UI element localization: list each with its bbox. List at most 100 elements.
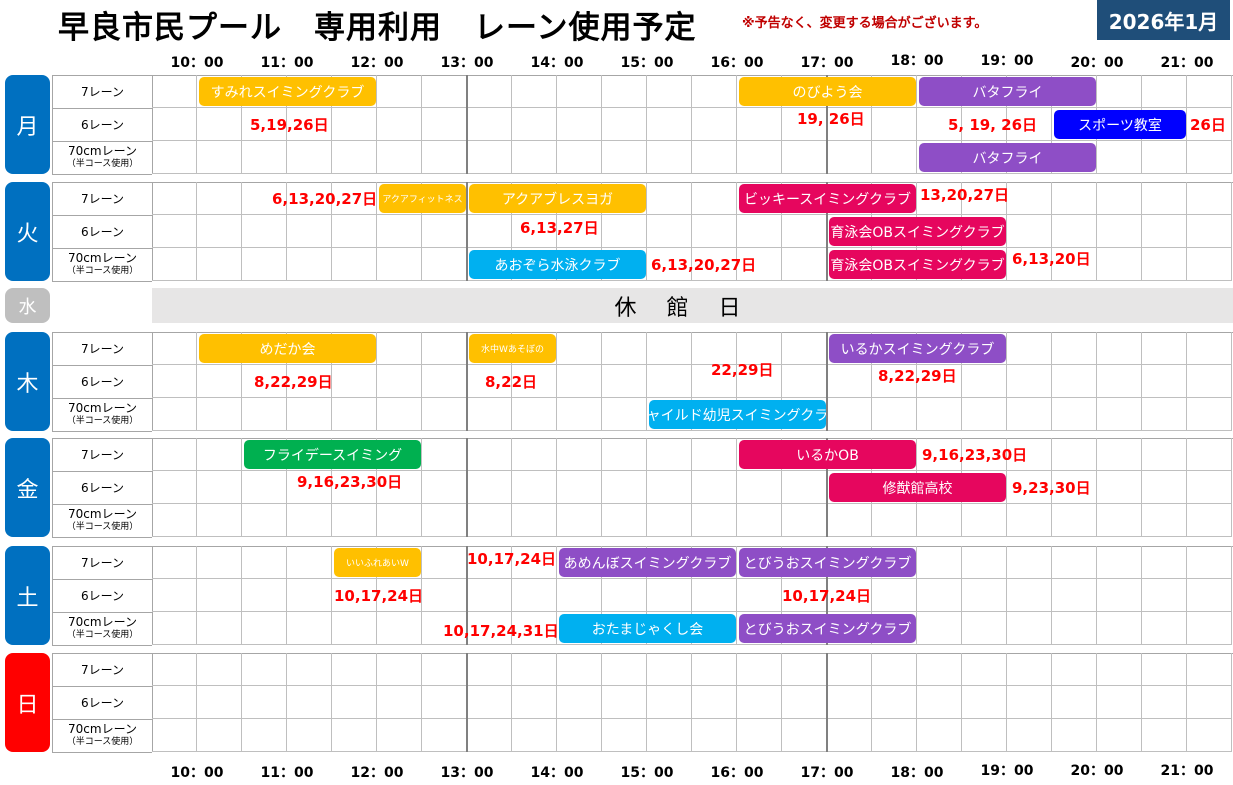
grid-cell <box>152 75 197 108</box>
booking-block[interactable]: いいふれあいW <box>334 548 421 577</box>
grid-cell <box>782 215 827 248</box>
grid-cell <box>917 504 962 537</box>
grid-cell <box>377 686 422 719</box>
booking-block[interactable]: スポーツ教室 <box>1054 110 1186 139</box>
lane-label: 7レーン <box>52 332 152 366</box>
grid-cell <box>1007 504 1052 537</box>
grid-cell <box>872 365 917 398</box>
booking-block[interactable]: チャイルド幼児スイミングクラブ <box>649 400 826 429</box>
grid-cell <box>1187 438 1232 471</box>
lane-name: 70cmレーン <box>68 507 137 521</box>
grid-cell <box>287 182 332 215</box>
booking-block[interactable]: いるかOB <box>739 440 916 469</box>
grid-cell <box>467 653 512 686</box>
booking-block[interactable]: 修猷館高校 <box>829 473 1006 502</box>
grid-cell <box>377 579 422 612</box>
lane-name: 6レーン <box>80 480 125 495</box>
grid-cell <box>242 365 287 398</box>
booking-block[interactable]: とびうおスイミングクラブ <box>739 548 916 577</box>
grid-cell <box>242 248 287 281</box>
grid-cell <box>1007 182 1052 215</box>
grid-cell <box>557 108 602 141</box>
booking-block[interactable]: あおぞら水泳クラブ <box>469 250 646 279</box>
grid-cell <box>287 546 332 579</box>
grid-cell <box>152 182 197 215</box>
grid-cell <box>1187 612 1232 645</box>
grid-cell <box>242 141 287 174</box>
grid-cell <box>287 365 332 398</box>
grid-cell <box>557 141 602 174</box>
grid-cell <box>377 75 422 108</box>
booking-block[interactable]: おたまじゃくし会 <box>559 614 736 643</box>
grid-cell <box>782 471 827 504</box>
grid-cell <box>467 471 512 504</box>
grid-cell <box>152 686 197 719</box>
grid-cell <box>827 579 872 612</box>
grid-cell <box>782 141 827 174</box>
grid-cell <box>917 653 962 686</box>
grid-cell <box>872 108 917 141</box>
grid-cell <box>782 504 827 537</box>
booking-block[interactable]: 育泳会OBスイミングクラブ <box>829 250 1006 279</box>
grid-cell <box>1142 108 1187 141</box>
booking-block[interactable]: ビッキースイミングクラブ <box>739 184 916 213</box>
grid-cell <box>377 546 422 579</box>
booking-block[interactable]: いるかスイミングクラブ <box>829 334 1006 363</box>
grid-cell <box>467 365 512 398</box>
grid-cell <box>152 141 197 174</box>
grid-cell <box>1097 75 1142 108</box>
grid-cell <box>647 332 692 365</box>
grid-cell <box>332 719 377 752</box>
grid-cell <box>917 612 962 645</box>
grid-cell <box>737 141 782 174</box>
divider <box>466 546 468 645</box>
grid-cell <box>512 719 557 752</box>
grid-cell <box>1187 686 1232 719</box>
grid-cell <box>1142 471 1187 504</box>
booking-block[interactable]: フライデースイミング <box>244 440 421 469</box>
grid-cell <box>287 653 332 686</box>
grid-cell <box>647 108 692 141</box>
booking-block[interactable]: アクアフィットネス <box>379 184 466 213</box>
grid-cell <box>962 182 1007 215</box>
date-note: 9,23,30日 <box>1012 479 1091 497</box>
grid-cell <box>242 504 287 537</box>
grid-cell <box>1142 686 1187 719</box>
booking-block[interactable]: アクアブレスヨガ <box>469 184 646 213</box>
closed-bar: 休館日 <box>152 288 1233 323</box>
grid-cell <box>602 686 647 719</box>
date-note: 6,13,27日 <box>520 219 599 237</box>
grid-cell <box>602 108 647 141</box>
divider <box>826 546 828 645</box>
booking-block[interactable]: バタフライ <box>919 143 1096 172</box>
time-label-top: 14：00 <box>530 55 584 71</box>
grid-cell <box>152 108 197 141</box>
day-badge: 日 <box>5 653 50 752</box>
booking-block[interactable]: 育泳会OBスイミングクラブ <box>829 217 1006 246</box>
grid-cell <box>512 686 557 719</box>
grid-cell <box>467 215 512 248</box>
grid-cell <box>242 398 287 431</box>
booking-block[interactable]: めだか会 <box>199 334 376 363</box>
date-note: 8,22,29日 <box>254 373 333 391</box>
booking-block[interactable]: バタフライ <box>919 77 1096 106</box>
grid-cell <box>152 248 197 281</box>
grid-cell <box>917 108 962 141</box>
grid-cell <box>1052 471 1097 504</box>
day-grid <box>152 75 1233 174</box>
grid-cell <box>872 612 917 645</box>
grid-cell <box>647 504 692 537</box>
booking-block[interactable]: すみれスイミングクラブ <box>199 77 376 106</box>
lane-name: 7レーン <box>80 341 125 356</box>
booking-block[interactable]: あめんぼスイミングクラブ <box>559 548 736 577</box>
grid-cell <box>557 365 602 398</box>
grid-cell <box>1097 653 1142 686</box>
date-note: 6,13,20,27日 <box>272 190 378 208</box>
booking-block[interactable]: のびよう会 <box>739 77 916 106</box>
grid-cell <box>782 365 827 398</box>
grid-cell <box>197 108 242 141</box>
grid-cell <box>377 504 422 537</box>
booking-block[interactable]: とびうおスイミングクラブ <box>739 614 916 643</box>
booking-block[interactable]: 水中Wあそぼの <box>469 334 556 363</box>
grid-cell <box>152 438 197 471</box>
